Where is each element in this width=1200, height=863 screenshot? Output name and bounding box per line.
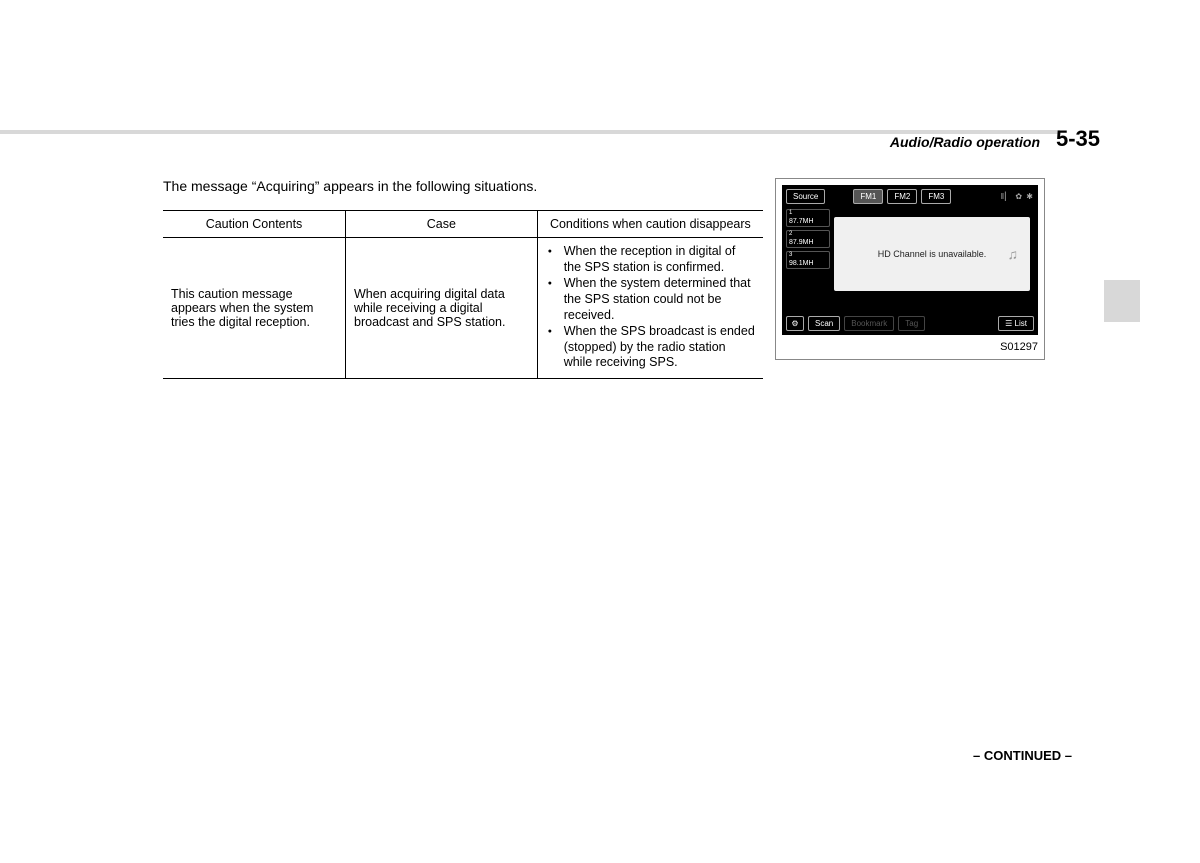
preset-2[interactable]: 287.9MH (786, 230, 830, 248)
condition-item: When the SPS broadcast is ended (stopped… (546, 324, 755, 371)
cell-caution: This caution message appears when the sy… (163, 238, 346, 379)
figure-caption: S01297 (782, 341, 1038, 353)
preset-1[interactable]: 187.7MH (786, 209, 830, 227)
table-row: This caution message appears when the sy… (163, 238, 763, 379)
fm2-tab[interactable]: FM2 (887, 189, 917, 204)
music-icon: ♫ (1008, 246, 1019, 262)
section-header: Audio/Radio operation (890, 134, 1040, 150)
col-conditions: Conditions when caution disappears (537, 211, 763, 238)
fm1-tab[interactable]: FM1 (853, 189, 883, 204)
figure-box: Source FM1 FM2 FM3 ‖▏ ✿ ✱ 187.7MH 287.9M… (775, 178, 1045, 360)
continued-label: – CONTINUED – (973, 748, 1072, 763)
tag-button: Tag (898, 316, 925, 331)
caution-table: Caution Contents Case Conditions when ca… (163, 210, 763, 379)
fm3-tab[interactable]: FM3 (921, 189, 951, 204)
modal-text: HD Channel is unavailable. (878, 249, 987, 259)
scan-button[interactable]: Scan (808, 316, 840, 331)
settings-button[interactable]: ⚙ (786, 316, 804, 331)
condition-item: When the reception in digital of the SPS… (546, 244, 755, 275)
col-caution: Caution Contents (163, 211, 346, 238)
source-button[interactable]: Source (786, 189, 825, 204)
preset-3[interactable]: 398.1MH (786, 251, 830, 269)
hd-modal: HD Channel is unavailable. ♫ (834, 217, 1030, 291)
main-content: The message “Acquiring” appears in the f… (163, 178, 763, 379)
col-case: Case (346, 211, 538, 238)
status-icons: ‖▏ ✿ ✱ (1001, 192, 1034, 201)
condition-item: When the system determined that the SPS … (546, 276, 755, 323)
page-number: 5-35 (1056, 126, 1100, 152)
radio-screen: Source FM1 FM2 FM3 ‖▏ ✿ ✱ 187.7MH 287.9M… (782, 185, 1038, 335)
cell-case: When acquiring digital data while receiv… (346, 238, 538, 379)
cell-conditions: When the reception in digital of the SPS… (537, 238, 763, 379)
intro-text: The message “Acquiring” appears in the f… (163, 178, 763, 194)
list-button[interactable]: ☰ List (998, 316, 1034, 331)
bookmark-button: Bookmark (844, 316, 894, 331)
chapter-tab (1104, 280, 1140, 322)
